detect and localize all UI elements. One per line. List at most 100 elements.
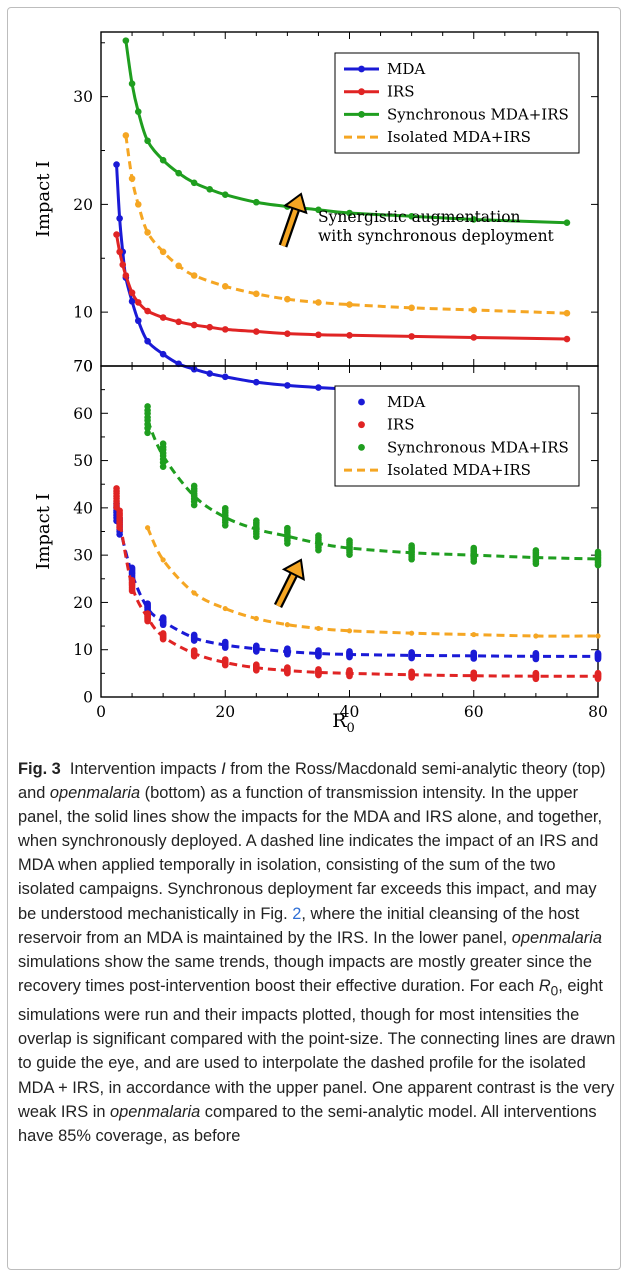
bottom-legend-marker [358, 444, 365, 451]
top-legend-marker [358, 88, 365, 96]
bottom-data-point [191, 590, 197, 596]
top-panel: 10 20 30 70 Impact I Synergistic augmentation… [33, 31, 599, 398]
top-data-point [221, 326, 229, 333]
caption-italic: openmalaria [49, 784, 141, 803]
bottom-data-point [594, 669, 602, 677]
bottom-annotation-arrow [273, 558, 305, 609]
bottom-data-point [594, 548, 602, 556]
top-data-point [116, 248, 123, 256]
bottom-data-point [595, 633, 601, 639]
top-data-point [563, 219, 571, 227]
bottom-data-point [160, 557, 166, 563]
top-data-point [206, 370, 214, 377]
top-data-point [315, 384, 322, 391]
top-data-point [470, 334, 478, 341]
bottom-data-point [128, 576, 136, 584]
top-data-point [253, 378, 260, 386]
top-data-point [346, 209, 353, 217]
figure-reference-link[interactable]: 2 [292, 904, 302, 923]
top-y-tick-label: 10 [73, 304, 93, 322]
bottom-x-tick-label: 0 [96, 703, 106, 721]
bottom-data-point [532, 669, 540, 677]
bottom-data-point [253, 661, 260, 669]
top-data-point [563, 335, 571, 343]
top-data-point [159, 314, 167, 321]
top-data-point [346, 331, 353, 339]
top-data-point [128, 175, 136, 182]
bottom-data-point [315, 647, 322, 654]
bottom-y-tick-label: 0 [83, 689, 93, 707]
bottom-data-point [315, 532, 322, 539]
top-data-point [113, 161, 120, 168]
caption-text: simulations show the same trends, though… [18, 952, 592, 995]
top-series-line [115, 164, 567, 397]
bottom-data-point [253, 642, 260, 650]
top-data-point [128, 298, 136, 305]
x-axis-label-main: R [332, 710, 347, 732]
bottom-data-point [190, 631, 198, 639]
bottom-data-point [408, 668, 415, 676]
top-data-point [284, 330, 291, 337]
top-data-point [315, 331, 322, 339]
bottom-data-point [533, 633, 539, 639]
top-data-point [175, 262, 182, 270]
bottom-x-tick-label: 80 [588, 703, 608, 721]
top-annotation-text: with synchronous deployment [318, 227, 555, 245]
caption-text: from the Ross/Macdonald semi-analytic th… [18, 760, 606, 803]
top-data-point [113, 231, 120, 238]
top-data-point [315, 206, 322, 214]
top-data-point [253, 290, 260, 298]
bottom-data-point [159, 440, 167, 447]
top-data-point [206, 186, 214, 193]
bottom-series-line [115, 498, 599, 678]
bottom-x-tick-label: 20 [215, 703, 235, 721]
bottom-legend-marker [358, 398, 365, 406]
bottom-data-point [315, 666, 322, 673]
top-data-point [116, 215, 123, 222]
bottom-data-point [190, 647, 198, 654]
bottom-data-point [409, 630, 415, 636]
top-data-point [175, 318, 182, 326]
bottom-data-point [144, 429, 151, 437]
bottom-data-point [346, 628, 353, 634]
top-data-point [134, 201, 142, 208]
top-data-point [144, 137, 151, 145]
top-data-point [346, 301, 353, 308]
bottom-x-tick-label: 40 [340, 703, 360, 721]
bottom-data-point [128, 564, 136, 572]
top-data-point [134, 108, 142, 116]
bottom-data-point [471, 631, 477, 638]
bottom-data-point [284, 664, 291, 671]
top-data-point [190, 272, 198, 279]
bottom-data-point [284, 524, 291, 532]
top-data-point [122, 132, 130, 139]
bottom-series-line [115, 512, 599, 658]
top-data-point [221, 373, 229, 381]
caption-italic: R [538, 976, 551, 995]
caption-text: compared to the semi-analytic model. All… [18, 1102, 597, 1145]
bottom-data-point [159, 630, 167, 637]
bottom-data-point [408, 649, 415, 656]
top-annotation-arrow-head [283, 192, 308, 215]
top-data-point [470, 306, 478, 314]
top-data-point [122, 37, 130, 44]
bottom-y-tick-label: 40 [73, 499, 93, 517]
top-data-point [253, 328, 260, 335]
bottom-data-point [221, 638, 229, 646]
bottom-data-point [221, 656, 229, 663]
bottom-data-point [315, 625, 322, 632]
bottom-data-point [144, 525, 151, 531]
bottom-data-point [222, 605, 228, 612]
bottom-legend-label: IRS [387, 416, 415, 434]
top-legend-marker [358, 65, 365, 73]
bottom-annotation-arrow-shaft [275, 573, 296, 608]
bottom-y-tick-label: 30 [73, 547, 93, 565]
top-data-point [221, 282, 229, 290]
bottom-data-point [346, 667, 353, 674]
bottom-x-axis-label: R0 [332, 710, 355, 736]
top-series-line [124, 40, 567, 225]
bottom-data-point [408, 542, 415, 549]
top-data-point [408, 304, 415, 312]
top-y-tick-label: 30 [73, 88, 93, 106]
top-data-point [284, 295, 291, 303]
